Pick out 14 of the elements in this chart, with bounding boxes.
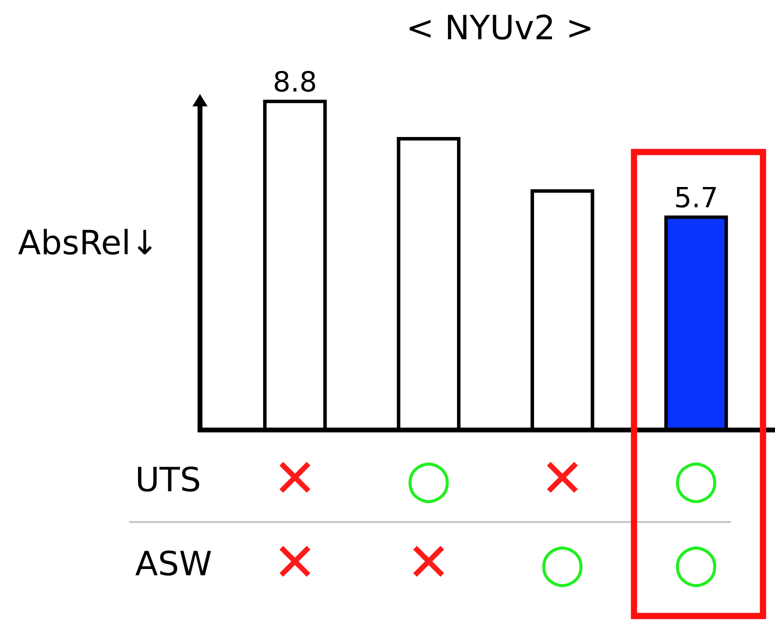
text: ASW bbox=[135, 550, 211, 576]
text: ✕ bbox=[280, 546, 310, 577]
data-label: 5.7 bbox=[676, 186, 716, 208]
text: ○ bbox=[542, 546, 583, 588]
text: ✕ bbox=[280, 462, 310, 493]
text: ✕ bbox=[546, 462, 578, 493]
chart-title: < NYUv2 > bbox=[410, 14, 590, 40]
text: ✕ bbox=[413, 546, 444, 577]
data-label: 8.8 bbox=[274, 70, 316, 92]
text: ○ bbox=[676, 462, 716, 504]
text: UTS bbox=[138, 466, 200, 492]
y-axis-title: AbsRel↓ bbox=[18, 228, 152, 255]
text: ○ bbox=[408, 462, 449, 504]
text: ○ bbox=[676, 546, 716, 588]
